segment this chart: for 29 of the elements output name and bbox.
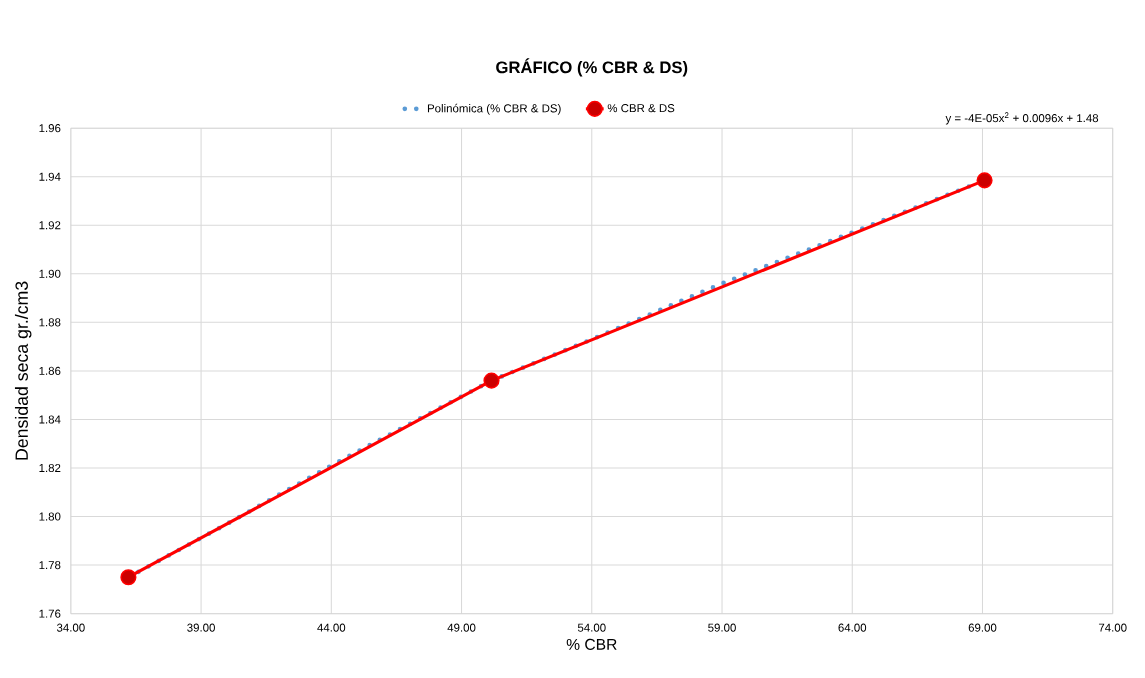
x-tick-label: 54.00 — [577, 623, 606, 632]
y-tick-label: 1.96 — [39, 123, 61, 133]
y-axis-title: Densidad seca gr./cm3 — [14, 281, 32, 460]
legend-label: Polinómica (% CBR & DS) — [427, 103, 561, 115]
x-tick-label: 44.00 — [317, 623, 346, 632]
x-tick-label: 64.00 — [838, 623, 867, 632]
point — [483, 372, 500, 389]
x-tick-label: 39.00 — [187, 623, 215, 632]
text: y = -4E-05x$^{2}$ + 0.0096x + 1.48 — [945, 112, 1099, 125]
y-tick-label: 1.76 — [39, 609, 61, 618]
point — [976, 172, 993, 189]
y-tick-label: 1.88 — [39, 318, 61, 327]
legend-label: % CBR & DS — [607, 103, 675, 113]
x-tick-label: 49.00 — [447, 623, 476, 632]
chart-title: GRÁFICO (% CBR & DS) — [496, 58, 688, 77]
x-tick-label: 34.00 — [56, 623, 85, 632]
y-tick-label: 1.82 — [39, 463, 61, 472]
y-tick-label: 1.86 — [39, 366, 61, 375]
x-tick-label: 59.00 — [708, 623, 736, 632]
y-tick-label: 1.78 — [39, 560, 61, 570]
point — [120, 569, 137, 586]
y-tick-label: 1.92 — [39, 221, 61, 230]
y-tick-label: 1.80 — [39, 512, 61, 521]
y-tick-label: 1.94 — [39, 172, 61, 181]
x-tick-label: 69.00 — [968, 623, 997, 632]
x-tick-label: 74.00 — [1098, 623, 1127, 632]
x-axis-title: % CBR — [566, 638, 617, 650]
y-tick-label: 1.84 — [39, 415, 61, 424]
y-tick-label: 1.90 — [39, 269, 61, 278]
